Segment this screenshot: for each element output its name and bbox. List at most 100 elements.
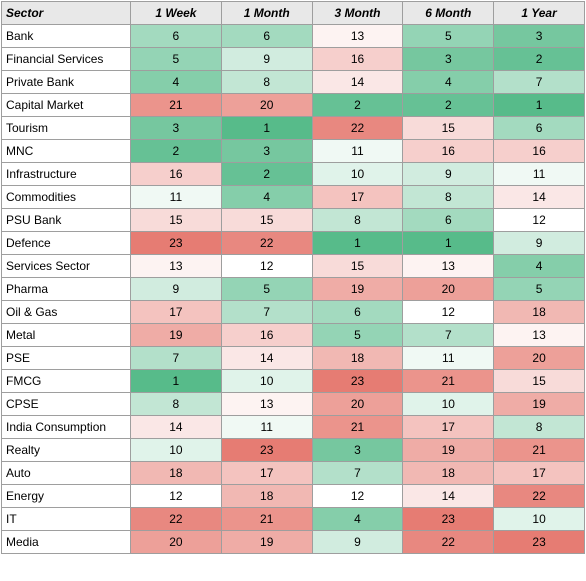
table-row: PSE 7 14 18 11 20: [1, 346, 585, 370]
rank-cell: 11: [402, 346, 495, 370]
rank-cell: 9: [402, 162, 495, 186]
table-body: Bank 6 6 13 5 3 Financial Services 5 9 16 3 2 Privat…: [1, 24, 585, 554]
rank-cell: 5: [311, 323, 404, 347]
rank-cell: 2: [311, 93, 404, 117]
header-3-month: 3 Month: [311, 1, 404, 25]
rank-cell: 10: [402, 392, 495, 416]
table-row: Oil & Gas 17 7 6 12 18: [1, 300, 585, 324]
rank-cell: 5: [493, 277, 585, 301]
rank-cell: 21: [130, 93, 222, 117]
rank-cell: 23: [311, 369, 404, 393]
rank-cell: 6: [130, 24, 222, 48]
sector-name-cell: Energy: [1, 484, 131, 508]
table-row: Pharma 9 5 19 20 5: [1, 277, 585, 301]
header-1-week: 1 Week: [130, 1, 222, 25]
table-row: CPSE 8 13 20 10 19: [1, 392, 585, 416]
rank-cell: 23: [402, 507, 495, 531]
rank-cell: 7: [130, 346, 222, 370]
rank-cell: 22: [493, 484, 585, 508]
rank-cell: 7: [311, 461, 404, 485]
rank-cell: 15: [493, 369, 585, 393]
rank-cell: 11: [130, 185, 222, 209]
rank-cell: 10: [493, 507, 585, 531]
sector-name-cell: Pharma: [1, 277, 131, 301]
rank-cell: 19: [130, 323, 222, 347]
table-row: Private Bank 4 8 14 4 7: [1, 70, 585, 94]
rank-cell: 12: [311, 484, 404, 508]
rank-cell: 6: [220, 24, 313, 48]
rank-cell: 1: [311, 231, 404, 255]
table-row: IT 22 21 4 23 10: [1, 507, 585, 531]
table-row: Capital Market 21 20 2 2 1: [1, 93, 585, 117]
sector-name-cell: MNC: [1, 139, 131, 163]
header-row: Sector 1 Week 1 Month 3 Month 6 Month 1 …: [1, 1, 585, 25]
rank-cell: 3: [311, 438, 404, 462]
rank-cell: 23: [130, 231, 222, 255]
rank-cell: 21: [493, 438, 585, 462]
rank-cell: 16: [493, 139, 585, 163]
rank-cell: 20: [220, 93, 313, 117]
rank-cell: 18: [493, 300, 585, 324]
rank-cell: 2: [220, 162, 313, 186]
rank-cell: 4: [493, 254, 585, 278]
rank-cell: 14: [402, 484, 495, 508]
rank-cell: 23: [220, 438, 313, 462]
rank-cell: 12: [402, 300, 495, 324]
rank-cell: 1: [130, 369, 222, 393]
rank-cell: 1: [493, 93, 585, 117]
rank-cell: 13: [402, 254, 495, 278]
sector-name-cell: Tourism: [1, 116, 131, 140]
rank-cell: 10: [311, 162, 404, 186]
rank-cell: 2: [402, 93, 495, 117]
rank-cell: 16: [402, 139, 495, 163]
rank-cell: 6: [402, 208, 495, 232]
rank-cell: 3: [402, 47, 495, 71]
rank-cell: 7: [493, 70, 585, 94]
rank-cell: 11: [220, 415, 313, 439]
sector-name-cell: Financial Services: [1, 47, 131, 71]
rank-cell: 16: [130, 162, 222, 186]
table-row: FMCG 1 10 23 21 15: [1, 369, 585, 393]
rank-cell: 1: [220, 116, 313, 140]
table-row: Auto 18 17 7 18 17: [1, 461, 585, 485]
rank-cell: 7: [220, 300, 313, 324]
rank-cell: 11: [311, 139, 404, 163]
table-row: Tourism 3 1 22 15 6: [1, 116, 585, 140]
table-row: Media 20 19 9 22 23: [1, 530, 585, 554]
table-row: Infrastructure 16 2 10 9 11: [1, 162, 585, 186]
rank-cell: 17: [493, 461, 585, 485]
rank-cell: 8: [402, 185, 495, 209]
sector-name-cell: PSE: [1, 346, 131, 370]
rank-cell: 15: [130, 208, 222, 232]
rank-cell: 1: [402, 231, 495, 255]
rank-cell: 4: [311, 507, 404, 531]
sector-name-cell: Oil & Gas: [1, 300, 131, 324]
rank-cell: 3: [130, 116, 222, 140]
table-row: Services Sector 13 12 15 13 4: [1, 254, 585, 278]
rank-cell: 13: [493, 323, 585, 347]
rank-cell: 13: [220, 392, 313, 416]
rank-cell: 16: [220, 323, 313, 347]
rank-cell: 9: [220, 47, 313, 71]
rank-cell: 21: [402, 369, 495, 393]
rank-cell: 5: [220, 277, 313, 301]
rank-cell: 23: [493, 530, 585, 554]
table-row: India Consumption 14 11 21 17 8: [1, 415, 585, 439]
rank-cell: 14: [130, 415, 222, 439]
rank-cell: 4: [220, 185, 313, 209]
header-sector: Sector: [1, 1, 131, 25]
sector-name-cell: Metal: [1, 323, 131, 347]
sector-name-cell: Commodities: [1, 185, 131, 209]
sector-name-cell: IT: [1, 507, 131, 531]
rank-cell: 22: [311, 116, 404, 140]
rank-cell: 8: [130, 392, 222, 416]
rank-cell: 18: [220, 484, 313, 508]
rank-cell: 2: [493, 47, 585, 71]
sector-name-cell: Media: [1, 530, 131, 554]
rank-cell: 20: [130, 530, 222, 554]
rank-cell: 11: [493, 162, 585, 186]
table-row: MNC 2 3 11 16 16: [1, 139, 585, 163]
rank-cell: 15: [220, 208, 313, 232]
rank-cell: 8: [493, 415, 585, 439]
table-row: Realty 10 23 3 19 21: [1, 438, 585, 462]
